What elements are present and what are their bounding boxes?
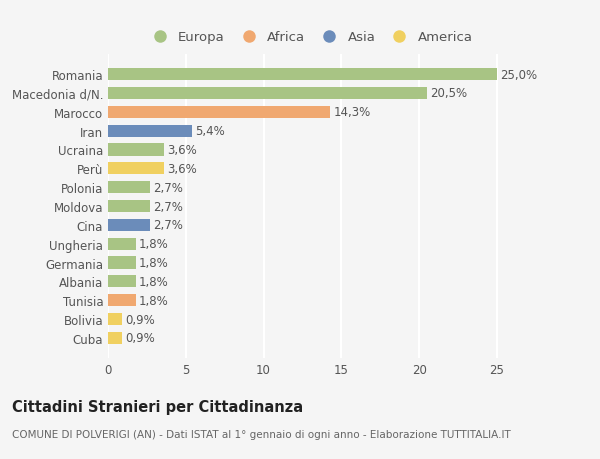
Bar [108, 106, 331, 119]
Bar [108, 257, 136, 269]
Text: 1,8%: 1,8% [139, 238, 169, 251]
Bar [108, 163, 164, 175]
Bar [108, 238, 136, 250]
Text: 1,8%: 1,8% [139, 275, 169, 288]
Bar [108, 332, 122, 344]
Text: 2,7%: 2,7% [153, 200, 183, 213]
Bar [108, 313, 122, 325]
Text: 3,6%: 3,6% [167, 144, 197, 157]
Bar [108, 182, 150, 194]
Text: 2,7%: 2,7% [153, 219, 183, 232]
Bar [108, 294, 136, 307]
Text: COMUNE DI POLVERIGI (AN) - Dati ISTAT al 1° gennaio di ogni anno - Elaborazione : COMUNE DI POLVERIGI (AN) - Dati ISTAT al… [12, 429, 511, 439]
Text: 5,4%: 5,4% [195, 125, 225, 138]
Text: 14,3%: 14,3% [334, 106, 371, 119]
Text: 3,6%: 3,6% [167, 162, 197, 175]
Bar [108, 201, 150, 213]
Legend: Europa, Africa, Asia, America: Europa, Africa, Asia, America [146, 31, 473, 45]
Text: 1,8%: 1,8% [139, 294, 169, 307]
Bar [108, 125, 192, 137]
Bar [108, 69, 497, 81]
Text: 0,9%: 0,9% [125, 332, 155, 345]
Bar [108, 219, 150, 231]
Text: 0,9%: 0,9% [125, 313, 155, 326]
Bar [108, 276, 136, 288]
Text: 20,5%: 20,5% [430, 87, 467, 100]
Text: Cittadini Stranieri per Cittadinanza: Cittadini Stranieri per Cittadinanza [12, 399, 303, 414]
Text: 1,8%: 1,8% [139, 257, 169, 269]
Bar [108, 144, 164, 156]
Text: 2,7%: 2,7% [153, 181, 183, 194]
Text: 25,0%: 25,0% [500, 68, 537, 81]
Bar [108, 88, 427, 100]
